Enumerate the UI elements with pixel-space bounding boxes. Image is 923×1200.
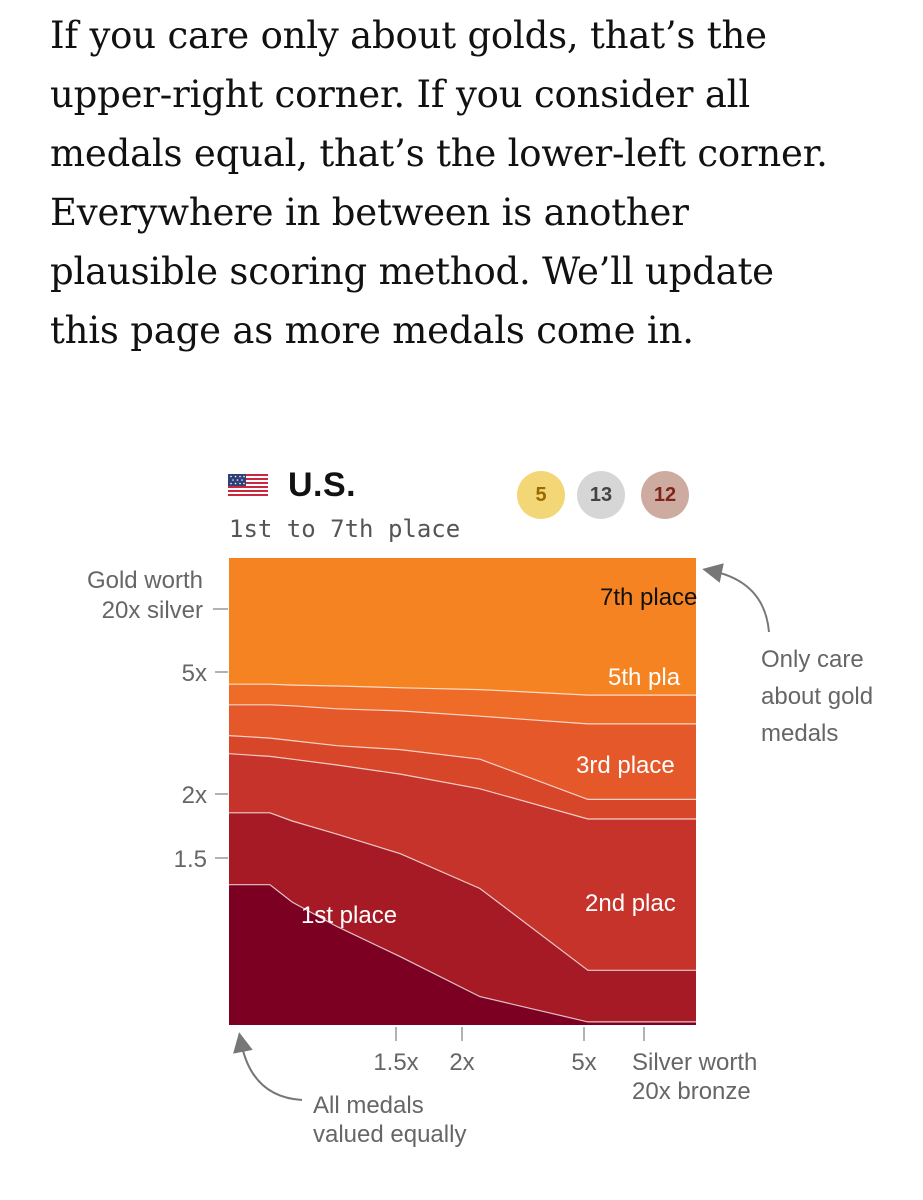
intro-line: upper-right corner. If you consider all [50,73,750,116]
x-tick-1-5x: 1.5x [373,1049,418,1076]
y-tick-5x: 5x [182,660,207,687]
gold-medal-count: 5 [517,471,565,519]
y-tick-1-5: 1.5 [174,846,207,873]
boundary-line-2 [229,812,696,971]
intro-line: medals equal, that’s the lower-left corn… [50,132,828,175]
region-label-2nd-place: 2nd plac [585,890,676,917]
intro-line: If you care only about golds, that’s the [50,14,767,57]
chart-regions [229,558,696,1025]
boundary-line-1 [229,884,696,1023]
y-tick-20x-line1: Gold worth [87,567,203,594]
chart-boundary-lines [229,683,696,1023]
region-label-5th-place: 5th pla [608,664,681,691]
y-tick-2x: 2x [182,782,207,809]
arrow-equal-medals-icon [233,1032,303,1101]
silver-medal-count: 13 [577,471,625,519]
country-name: U.S. [288,466,357,504]
note-gold-line1: Only care [761,646,864,673]
region-label-3rd-place: 3rd place [576,752,675,779]
intro-line: this page as more medals come in. [50,309,694,352]
x-tick-2x: 2x [449,1049,474,1076]
note-equal-line2: valued equally [313,1121,466,1148]
chart-header: U.S. 1st to 7th place 5 13 12 [228,462,708,552]
intro-paragraph: If you care only about golds, that’s the… [50,6,900,360]
boundary-line-6 [229,683,696,696]
y-tick-20x-line2: 20x silver [102,597,203,624]
region-1st-place [229,884,696,1025]
x-tick-20x-line2: 20x bronze [632,1078,751,1105]
intro-line: plausible scoring method. We’ll update [50,250,774,293]
bronze-medal-count: 12 [641,471,689,519]
region-label-1st-place: 1st place [301,902,397,929]
arrow-gold-only-icon [702,563,770,633]
note-equal-line1: All medals [313,1092,424,1119]
x-tick-5x: 5x [571,1049,596,1076]
intro-line: Everywhere in between is another [50,191,689,234]
boundary-line-4 [229,735,696,801]
boundary-line-5 [229,704,696,725]
us-flag-icon [228,474,268,498]
chart-subtitle: 1st to 7th place [229,515,461,543]
region-label-7th-place: 7th place [600,584,697,611]
x-tick-20x-line1: Silver worth [632,1049,757,1076]
note-gold-line2: about gold [761,683,873,710]
note-gold-line3: medals [761,720,838,747]
boundary-line-3 [229,753,696,820]
